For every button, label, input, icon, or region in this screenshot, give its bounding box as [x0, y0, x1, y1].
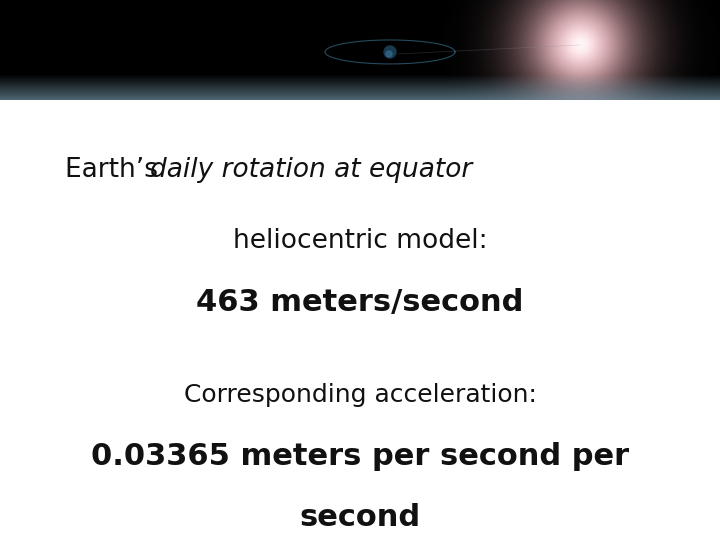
- Text: daily rotation at equator: daily rotation at equator: [150, 157, 472, 183]
- Text: 0.03365 meters per second per: 0.03365 meters per second per: [91, 442, 629, 471]
- Text: Earth’s: Earth’s: [65, 157, 166, 183]
- Text: 463 meters/second: 463 meters/second: [197, 288, 523, 317]
- Circle shape: [386, 51, 392, 57]
- Circle shape: [384, 46, 396, 58]
- Text: Corresponding acceleration:: Corresponding acceleration:: [184, 383, 536, 407]
- Text: second: second: [300, 503, 420, 532]
- Text: heliocentric model:: heliocentric model:: [233, 228, 487, 254]
